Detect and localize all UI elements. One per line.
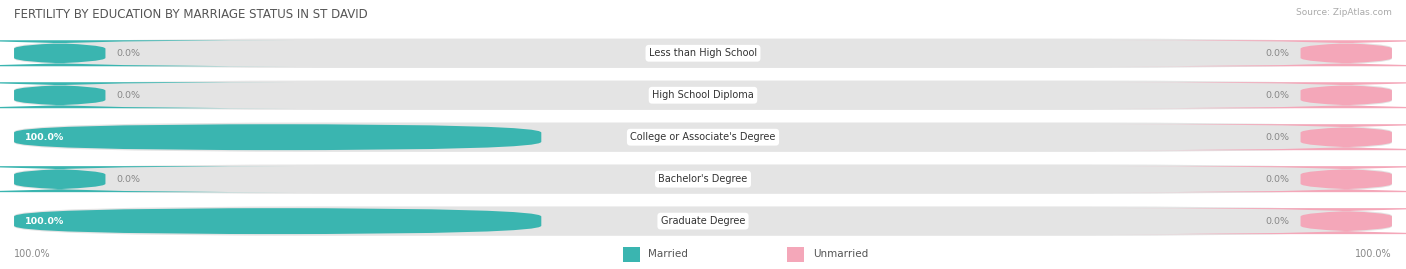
Text: 0.0%: 0.0% <box>117 91 141 100</box>
Text: 100.0%: 100.0% <box>25 217 65 226</box>
FancyBboxPatch shape <box>1111 124 1406 150</box>
Text: 0.0%: 0.0% <box>117 175 141 184</box>
FancyBboxPatch shape <box>14 208 541 234</box>
FancyBboxPatch shape <box>14 122 1392 152</box>
Text: College or Associate's Degree: College or Associate's Degree <box>630 132 776 142</box>
Text: Less than High School: Less than High School <box>650 48 756 58</box>
Text: Married: Married <box>648 249 688 259</box>
Text: High School Diploma: High School Diploma <box>652 90 754 100</box>
FancyBboxPatch shape <box>14 206 1392 236</box>
Text: Graduate Degree: Graduate Degree <box>661 216 745 226</box>
FancyBboxPatch shape <box>0 166 295 192</box>
FancyBboxPatch shape <box>14 80 1392 110</box>
Text: 100.0%: 100.0% <box>14 249 51 259</box>
FancyBboxPatch shape <box>0 40 295 66</box>
Text: 0.0%: 0.0% <box>1265 175 1289 184</box>
FancyBboxPatch shape <box>14 164 1392 194</box>
FancyBboxPatch shape <box>14 124 541 150</box>
Text: 100.0%: 100.0% <box>25 133 65 142</box>
FancyBboxPatch shape <box>1111 166 1406 192</box>
FancyBboxPatch shape <box>1111 82 1406 108</box>
Text: 0.0%: 0.0% <box>1265 217 1289 226</box>
FancyBboxPatch shape <box>1111 208 1406 234</box>
Text: 0.0%: 0.0% <box>117 49 141 58</box>
FancyBboxPatch shape <box>1111 40 1406 66</box>
Text: FERTILITY BY EDUCATION BY MARRIAGE STATUS IN ST DAVID: FERTILITY BY EDUCATION BY MARRIAGE STATU… <box>14 8 368 21</box>
FancyBboxPatch shape <box>0 82 295 108</box>
FancyBboxPatch shape <box>14 38 1392 68</box>
Text: 0.0%: 0.0% <box>1265 49 1289 58</box>
Text: Bachelor's Degree: Bachelor's Degree <box>658 174 748 184</box>
Text: Source: ZipAtlas.com: Source: ZipAtlas.com <box>1296 8 1392 17</box>
Text: Unmarried: Unmarried <box>813 249 868 259</box>
Text: 0.0%: 0.0% <box>1265 91 1289 100</box>
Text: 100.0%: 100.0% <box>1355 249 1392 259</box>
Text: 0.0%: 0.0% <box>1265 133 1289 142</box>
